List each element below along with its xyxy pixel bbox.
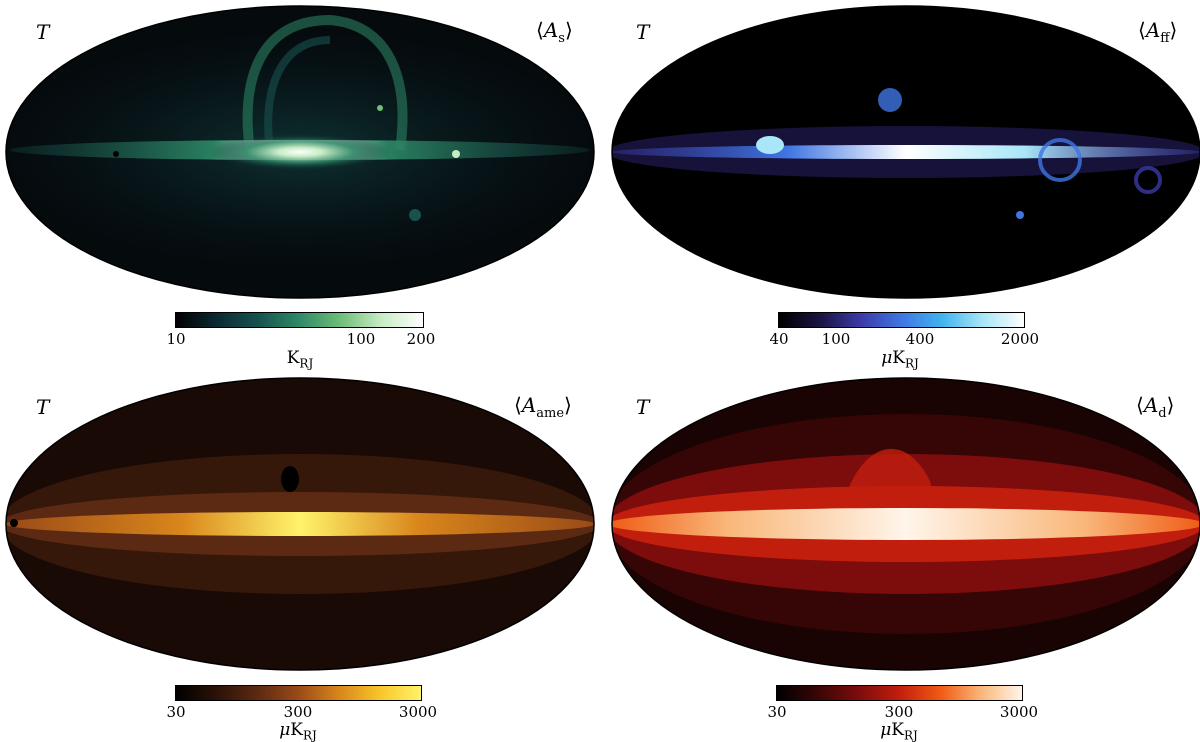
sky-map-synchrotron bbox=[5, 5, 595, 299]
colorbar-tick-label: 3000 bbox=[398, 703, 438, 721]
colorbar-unit: μKRJ bbox=[279, 720, 317, 742]
component-symbol: A bbox=[1143, 393, 1159, 417]
colorbar bbox=[778, 312, 1025, 328]
stokes-label: T bbox=[36, 395, 50, 419]
colorbar bbox=[175, 685, 422, 701]
panel-freefree: T ⟨Aff⟩ 40 100 400 2000 μKRJ bbox=[600, 0, 1200, 371]
component-label: ⟨Ad⟩ bbox=[1136, 393, 1175, 421]
component-label: ⟨As⟩ bbox=[536, 18, 573, 46]
colorbar-tick-label: 40 bbox=[769, 330, 789, 348]
component-subscript: ff bbox=[1160, 31, 1170, 46]
colorbar-tick-label: 30 bbox=[767, 703, 787, 721]
colorbar-tick-label: 100 bbox=[821, 330, 851, 348]
sky-map-ame bbox=[5, 377, 595, 671]
colorbar-unit: μKRJ bbox=[881, 348, 919, 371]
colorbar-tick-label: 2000 bbox=[1000, 330, 1040, 348]
sky-map-freefree bbox=[611, 5, 1200, 299]
panel-synchrotron: T ⟨As⟩ 10 100 200 KRJ bbox=[0, 0, 600, 371]
colorbar bbox=[776, 685, 1023, 701]
component-symbol: A bbox=[1145, 18, 1161, 42]
panel-dust: T ⟨Ad⟩ 30 300 3000 μKRJ bbox=[600, 371, 1200, 742]
colorbar-unit: KRJ bbox=[286, 348, 314, 371]
component-label: ⟨Aff⟩ bbox=[1138, 18, 1178, 46]
component-subscript: s bbox=[558, 31, 565, 46]
component-symbol: A bbox=[543, 18, 559, 42]
stokes-label: T bbox=[636, 20, 650, 44]
stokes-label: T bbox=[636, 395, 650, 419]
component-subscript: ame bbox=[536, 406, 565, 421]
colorbar-tick-label: 3000 bbox=[999, 703, 1039, 721]
colorbar-tick-label: 300 bbox=[884, 703, 914, 721]
sky-map-dust bbox=[611, 377, 1200, 671]
colorbar-tick-label: 30 bbox=[166, 703, 186, 721]
colorbar-unit: μKRJ bbox=[880, 720, 918, 742]
component-symbol: A bbox=[521, 393, 537, 417]
colorbar-tick-label: 400 bbox=[905, 330, 935, 348]
colorbar-tick-label: 200 bbox=[406, 330, 436, 348]
colorbar-tick-label: 100 bbox=[346, 330, 376, 348]
component-subscript: d bbox=[1158, 406, 1167, 421]
colorbar bbox=[175, 312, 424, 328]
stokes-label: T bbox=[36, 20, 50, 44]
colorbar-tick-label: 10 bbox=[166, 330, 186, 348]
component-label: ⟨Aame⟩ bbox=[514, 393, 572, 421]
colorbar-tick-label: 300 bbox=[283, 703, 313, 721]
panel-ame: T ⟨Aame⟩ 30 300 3000 μKRJ bbox=[0, 371, 600, 742]
